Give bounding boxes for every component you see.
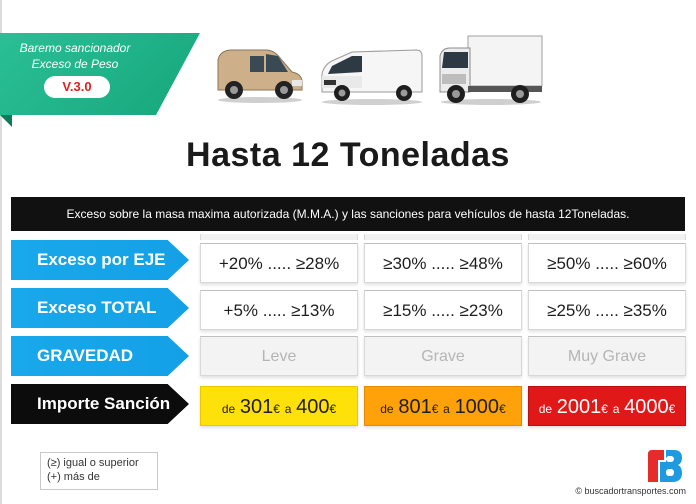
van-white-icon <box>321 49 423 105</box>
column-tab-muy-grave <box>528 234 686 240</box>
currency-symbol: € <box>273 402 280 416</box>
importe-from-value: 301 <box>239 396 274 418</box>
eje-grave-cell: ≥30% ..... ≥48% <box>364 243 522 283</box>
total-muy-grave-cell: ≥25% ..... ≥35% <box>528 290 686 330</box>
row-label-gravedad: GRAVEDAD <box>11 336 189 376</box>
importe-de-label: de <box>380 402 394 416</box>
gravedad-leve-cell: Leve <box>200 336 358 376</box>
badge-line1: Baremo sancionador <box>19 41 131 55</box>
badge-line2: Exceso de Peso <box>31 57 119 71</box>
page-edge <box>0 0 2 504</box>
legend-line-igual: (≥) igual o superior <box>47 457 139 469</box>
site-credit: © buscadortransportes.com <box>575 486 686 496</box>
row-label-total: Exceso TOTAL <box>11 288 189 328</box>
importe-grave-cell: de 801€ a 1000€ <box>364 386 522 426</box>
legend-line-mas: (+) más de <box>47 471 100 483</box>
eje-leve-cell: +20% ..... ≥28% <box>200 243 358 283</box>
row-label-importe: Importe Sanción <box>11 384 189 424</box>
gravedad-grave-cell: Grave <box>364 336 522 376</box>
info-bar: Exceso sobre la masa maxima autorizada (… <box>11 197 685 231</box>
currency-symbol: € <box>601 402 608 416</box>
importe-to-value: 400 <box>296 396 330 418</box>
importe-de-label: de <box>221 402 236 416</box>
currency-symbol: € <box>329 402 337 416</box>
importe-a-label: a <box>443 402 450 416</box>
total-grave-cell: ≥15% ..... ≥23% <box>364 290 522 330</box>
importe-to-value: 4000 <box>624 396 669 418</box>
column-tab-leve <box>200 234 358 240</box>
total-leve-cell: +5% ..... ≥13% <box>200 290 358 330</box>
version-label: V.3.0 <box>44 76 110 98</box>
importe-from-value: 801 <box>398 396 432 418</box>
importe-leve-cell: de 301€ a 400€ <box>200 386 358 426</box>
brand-logo-icon <box>648 450 682 482</box>
currency-symbol: € <box>499 402 506 416</box>
importe-a-label: a <box>284 402 292 416</box>
page-title: Hasta 12 Toneladas <box>186 136 510 174</box>
importe-to-value: 1000 <box>454 396 500 418</box>
eje-muy-grave-cell: ≥50% ..... ≥60% <box>528 243 686 283</box>
legend-box: (≥) igual o superior (+) más de <box>40 452 158 490</box>
importe-from-value: 2001 <box>556 396 602 418</box>
importe-a-label: a <box>612 402 620 416</box>
van-small-icon <box>217 49 303 103</box>
currency-symbol: € <box>668 402 676 416</box>
importe-de-label: de <box>538 402 553 416</box>
column-tab-grave <box>364 234 522 240</box>
importe-muy-grave-cell: de 2001€ a 4000€ <box>528 386 686 426</box>
row-label-eje: Exceso por EJE <box>11 240 189 280</box>
gravedad-muy-grave-cell: Muy Grave <box>528 336 686 376</box>
currency-symbol: € <box>431 402 439 416</box>
box-truck-icon <box>439 35 543 105</box>
